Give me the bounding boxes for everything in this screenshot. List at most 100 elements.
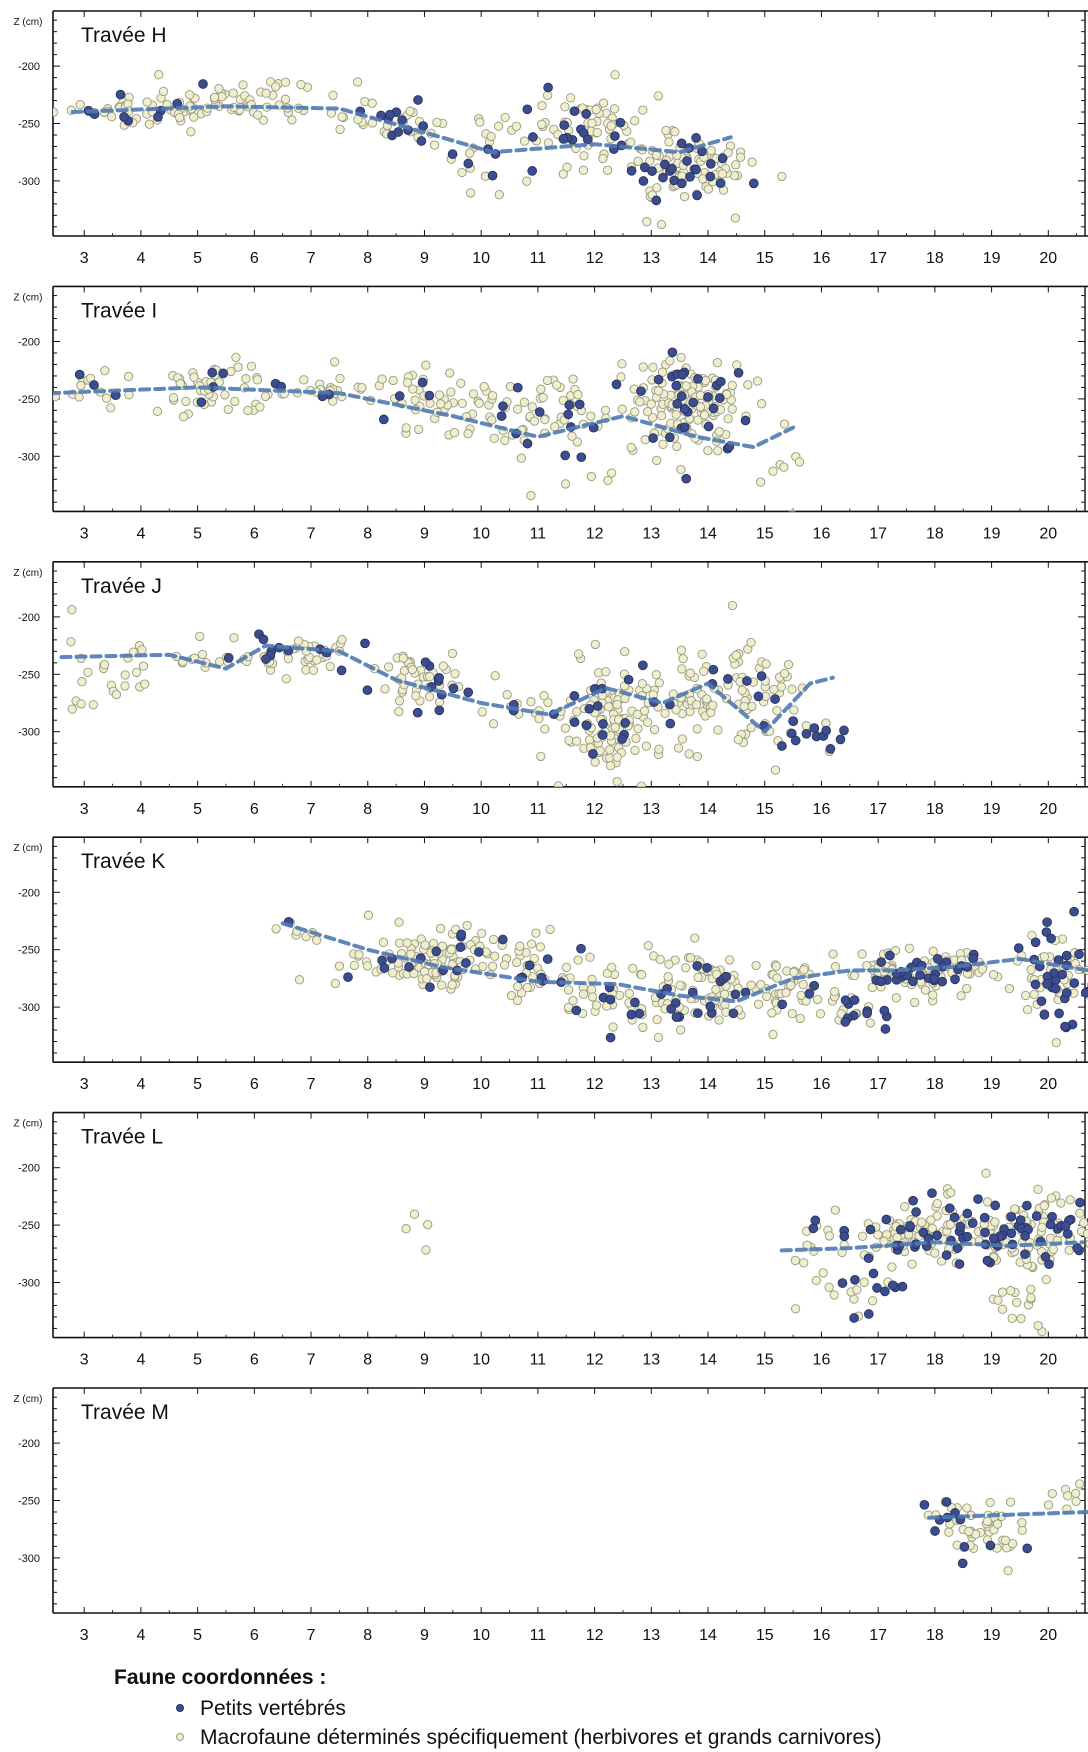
x-tick-label: 8 — [363, 1352, 372, 1369]
point-macrofauna — [965, 1527, 973, 1535]
point-small-vertebrate — [435, 706, 444, 715]
point-macrofauna — [1040, 953, 1048, 961]
point-macrofauna — [604, 476, 612, 484]
point-macrofauna — [101, 366, 109, 374]
point-macrofauna — [224, 405, 232, 413]
point-macrofauna — [715, 427, 723, 435]
x-tick-label: 7 — [307, 525, 316, 542]
point-macrofauna — [762, 660, 770, 668]
point-macrofauna — [782, 989, 790, 997]
point-macrofauna — [989, 971, 997, 979]
x-tick-label: 4 — [136, 250, 145, 267]
point-small-vertebrate — [197, 398, 206, 407]
point-small-vertebrate — [980, 1213, 989, 1222]
point-small-vertebrate — [716, 377, 725, 386]
point-macrofauna — [513, 405, 521, 413]
point-macrofauna — [261, 392, 269, 400]
x-tick-label: 12 — [586, 250, 604, 267]
point-small-vertebrate — [836, 735, 845, 744]
point-small-vertebrate — [916, 971, 925, 980]
point-macrofauna — [788, 1009, 796, 1017]
point-small-vertebrate — [606, 1033, 615, 1042]
point-small-vertebrate — [789, 717, 798, 726]
points-layer — [49, 71, 786, 229]
point-macrofauna — [715, 1016, 723, 1024]
point-macrofauna — [819, 1269, 827, 1277]
point-macrofauna — [1027, 966, 1035, 974]
point-macrofauna — [631, 117, 639, 125]
point-small-vertebrate — [778, 1000, 787, 1009]
point-macrofauna — [421, 941, 429, 949]
point-macrofauna — [1013, 1298, 1021, 1306]
x-tick-label: 20 — [1039, 1627, 1057, 1644]
point-small-vertebrate — [589, 750, 598, 759]
point-macrofauna — [671, 128, 679, 136]
point-small-vertebrate — [850, 996, 859, 1005]
x-tick-label: 9 — [420, 250, 429, 267]
point-macrofauna — [574, 956, 582, 964]
x-tick-label: 16 — [813, 801, 831, 818]
point-small-vertebrate — [570, 692, 579, 701]
point-macrofauna — [634, 725, 642, 733]
point-small-vertebrate — [582, 110, 591, 119]
point-macrofauna — [986, 1498, 994, 1506]
point-small-vertebrate — [724, 675, 733, 684]
point-small-vertebrate — [543, 955, 552, 964]
point-small-vertebrate — [880, 1006, 889, 1015]
point-macrofauna — [613, 778, 621, 786]
point-small-vertebrate — [826, 745, 835, 754]
point-small-vertebrate — [869, 1269, 878, 1278]
point-small-vertebrate — [886, 951, 895, 960]
point-macrofauna — [713, 359, 721, 367]
point-macrofauna — [769, 1030, 777, 1038]
point-macrofauna — [1049, 1245, 1057, 1253]
point-small-vertebrate — [379, 415, 388, 424]
points-layer — [920, 1480, 1088, 1575]
point-macrofauna — [253, 376, 261, 384]
point-small-vertebrate — [882, 1215, 891, 1224]
point-macrofauna — [1018, 1518, 1026, 1526]
point-macrofauna — [643, 407, 651, 415]
point-macrofauna — [921, 986, 929, 994]
point-small-vertebrate — [754, 692, 763, 701]
point-small-vertebrate — [933, 1231, 942, 1240]
point-macrofauna — [892, 994, 900, 1002]
point-macrofauna — [860, 1278, 868, 1286]
point-macrofauna — [571, 797, 579, 805]
point-small-vertebrate — [564, 410, 573, 419]
point-small-vertebrate — [1032, 1212, 1041, 1221]
y-tick-label: -250 — [18, 945, 40, 957]
point-macrofauna — [447, 388, 455, 396]
point-macrofauna — [657, 412, 665, 420]
y-tick-label: -200 — [18, 887, 40, 899]
x-tick-label: 15 — [756, 525, 774, 542]
point-macrofauna — [523, 177, 531, 185]
point-small-vertebrate — [219, 369, 228, 378]
x-tick-label: 19 — [983, 525, 1001, 542]
point-macrofauna — [666, 357, 674, 365]
point-macrofauna — [813, 995, 821, 1003]
point-small-vertebrate — [683, 157, 692, 166]
point-small-vertebrate — [639, 177, 648, 186]
point-macrofauna — [679, 654, 687, 662]
point-small-vertebrate — [840, 726, 849, 735]
point-macrofauna — [778, 172, 786, 180]
point-macrofauna — [1030, 990, 1038, 998]
point-small-vertebrate — [909, 977, 918, 986]
x-tick-label: 19 — [983, 1352, 1001, 1369]
point-macrofauna — [242, 375, 250, 383]
point-macrofauna — [284, 655, 292, 663]
point-macrofauna — [381, 685, 389, 693]
point-small-vertebrate — [1058, 970, 1067, 979]
point-macrofauna — [76, 100, 84, 108]
point-small-vertebrate — [686, 172, 695, 181]
point-macrofauna — [672, 411, 680, 419]
point-small-vertebrate — [1051, 984, 1060, 993]
point-macrofauna — [773, 974, 781, 982]
point-macrofauna — [540, 692, 548, 700]
x-tick-label: 19 — [983, 801, 1001, 818]
point-small-vertebrate — [394, 128, 403, 137]
x-tick-label: 5 — [193, 1352, 202, 1369]
point-macrofauna — [75, 393, 83, 401]
